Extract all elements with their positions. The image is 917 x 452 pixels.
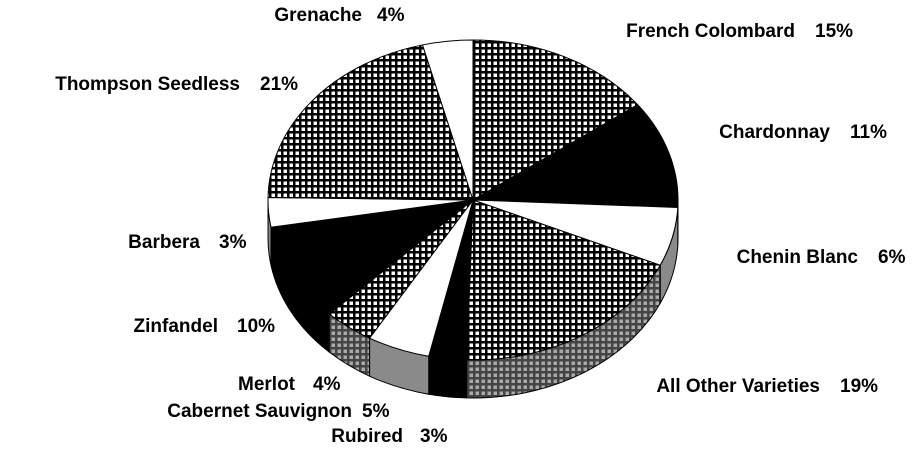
slice-label: Zinfandel	[134, 316, 218, 337]
slice-value-label: 21%	[260, 74, 298, 95]
slice-label: Thompson Seedless	[55, 74, 240, 95]
slice	[472, 39, 639, 201]
slice-label: Chardonnay	[719, 122, 830, 143]
slice-value-label: 4%	[377, 5, 405, 26]
slice-label: Barbera	[128, 232, 200, 253]
slice	[267, 44, 474, 201]
slice-label: French Colombard	[626, 21, 795, 42]
slice-label: Merlot	[238, 374, 296, 395]
slice	[421, 39, 474, 201]
slice-side	[428, 355, 468, 399]
slice-value-label: 11%	[850, 122, 887, 143]
slice-label: Chenin Blanc	[737, 247, 859, 268]
slice-value-label: 5%	[362, 401, 390, 422]
slice	[270, 199, 475, 315]
slice-label: Rubired	[331, 426, 403, 447]
slice-label: Grenache	[274, 5, 362, 26]
pie-tops	[267, 39, 679, 361]
labels: French Colombard 15% Chardonnay 11% Chenin B…	[55, 5, 905, 447]
slice	[466, 199, 661, 361]
slice-value-label: 10%	[237, 316, 275, 337]
slice-value-label: 19%	[840, 376, 878, 397]
slice-value-label: 15%	[815, 21, 853, 42]
slice-value-label: 6%	[878, 247, 906, 268]
slice-label: All Other Varieties	[656, 376, 820, 397]
slice-value-label: 4%	[313, 374, 341, 395]
slice-value-label: 3%	[420, 426, 448, 447]
slice-value-label: 3%	[219, 232, 247, 253]
slice	[471, 104, 679, 208]
slice-label: Cabernet Sauvignon	[167, 401, 352, 422]
